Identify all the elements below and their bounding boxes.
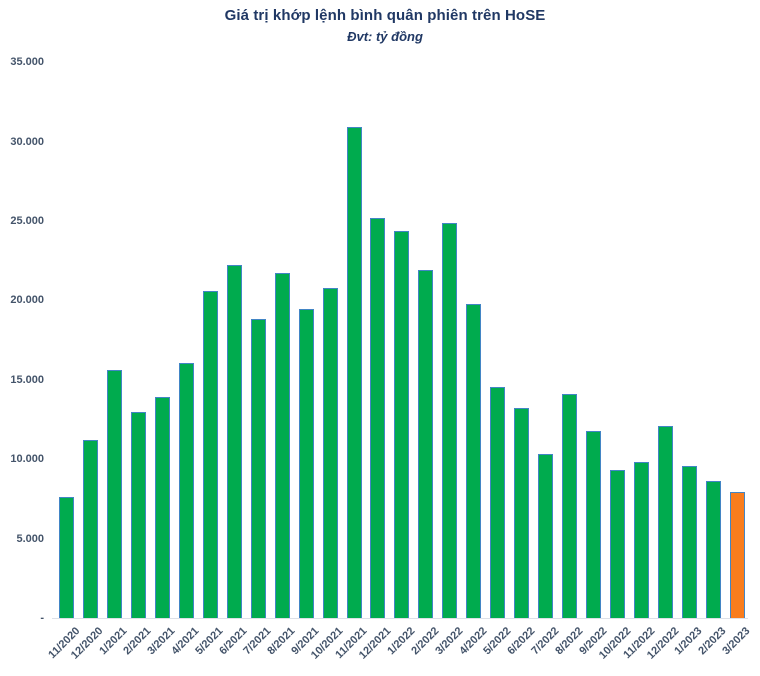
bar-9-2022 bbox=[586, 430, 602, 618]
y-tick-label: 25.000 bbox=[10, 215, 44, 227]
bar-3-2021 bbox=[154, 397, 170, 618]
bar-10-2022 bbox=[610, 470, 626, 618]
y-tick-label: 10.000 bbox=[10, 453, 44, 466]
bar-6-2022 bbox=[514, 408, 530, 618]
bar-3-2022 bbox=[442, 223, 458, 618]
bar-5-2021 bbox=[202, 290, 218, 618]
bar-2-2023 bbox=[705, 481, 721, 618]
bar-3-2023 bbox=[729, 491, 745, 618]
x-axis-baseline bbox=[52, 618, 748, 619]
y-tick-label: 5.000 bbox=[16, 532, 44, 545]
bar-8-2021 bbox=[274, 273, 290, 618]
bar-11-2021 bbox=[346, 126, 362, 618]
bar-7-2022 bbox=[538, 454, 554, 618]
bar-2-2021 bbox=[130, 411, 146, 618]
bar-11-2020 bbox=[59, 497, 74, 618]
y-tick-label: 20.000 bbox=[10, 294, 44, 307]
bar-7-2021 bbox=[250, 319, 266, 618]
bar-9-2021 bbox=[298, 309, 314, 618]
bar-2-2022 bbox=[418, 270, 434, 618]
chart-title: Giá trị khớp lệnh bình quân phiên trên H… bbox=[224, 7, 546, 24]
bar-12-2022 bbox=[658, 425, 673, 618]
y-tick-label: 15.000 bbox=[10, 373, 44, 386]
bar-1-2023 bbox=[681, 465, 697, 618]
bar-10-2021 bbox=[322, 288, 338, 618]
bar-4-2022 bbox=[466, 304, 482, 618]
bar-11-2022 bbox=[634, 461, 650, 618]
bar-4-2021 bbox=[178, 363, 194, 618]
bar-1-2022 bbox=[394, 230, 410, 618]
bar-1-2021 bbox=[106, 370, 122, 618]
bar-8-2022 bbox=[562, 394, 578, 618]
y-tick-label: - bbox=[40, 612, 44, 624]
bar-12-2020 bbox=[82, 440, 98, 618]
y-tick-label: 35.000 bbox=[10, 56, 44, 69]
bar-5-2022 bbox=[490, 386, 506, 618]
y-tick-label: 30.000 bbox=[10, 135, 44, 148]
bar-6-2021 bbox=[226, 265, 242, 618]
chart-subtitle: Đvt: tỷ đồng bbox=[347, 29, 423, 44]
bar-12-2021 bbox=[370, 217, 386, 618]
